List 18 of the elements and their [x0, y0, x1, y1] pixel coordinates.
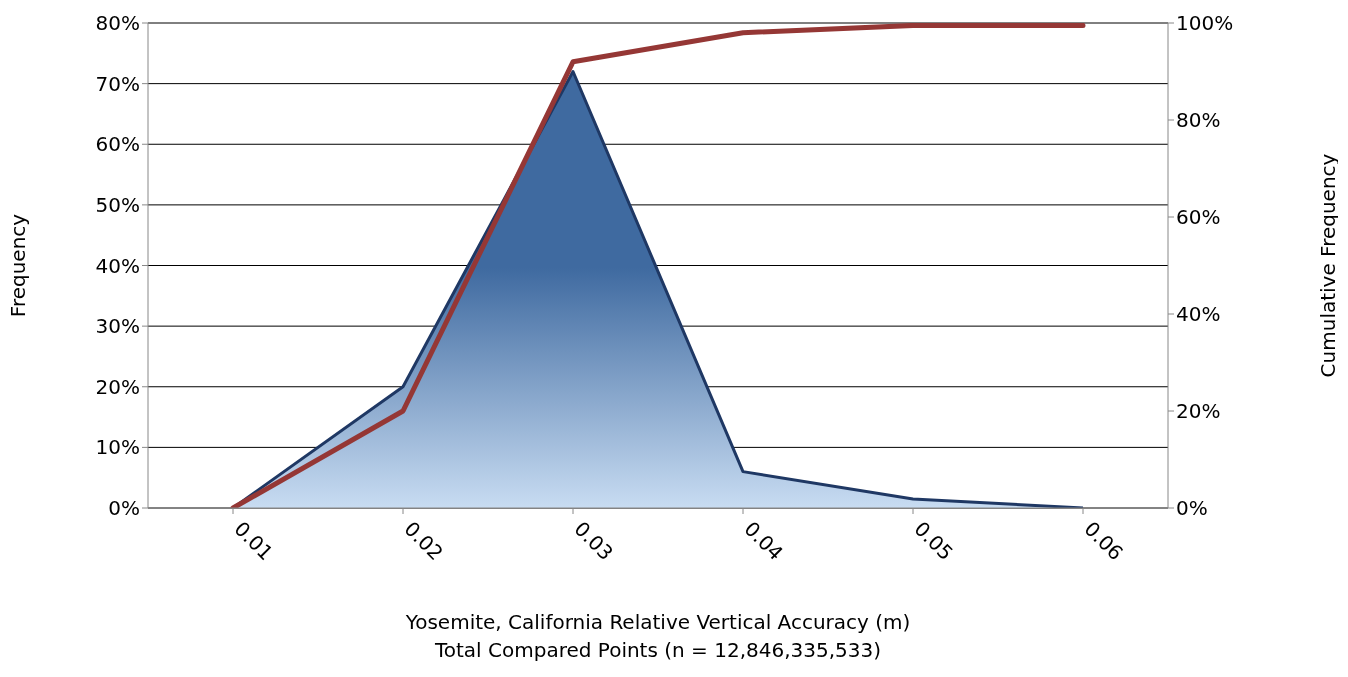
y-tick-label: 50%: [95, 192, 140, 217]
y2-tick-label: 0%: [1176, 496, 1208, 521]
y-tick-label: 30%: [95, 314, 140, 339]
text: Total Compared Points (n = 12,846,335,533): [433, 637, 883, 664]
y-tick-label: 80%: [95, 11, 140, 36]
y2-tick-label: 40%: [1176, 302, 1221, 327]
y2-tick-label: 100%: [1176, 11, 1234, 36]
y-axis-title: Frequency: [6, 213, 31, 318]
y-tick-label: 0%: [108, 496, 140, 521]
x-axis-title: Yosemite, California Relative Vertical Accuracy (m): [404, 609, 912, 636]
y-tick-label: 70%: [95, 71, 140, 96]
y2-tick-label: 80%: [1176, 108, 1221, 133]
y-tick-label: 10%: [95, 435, 140, 460]
y-tick-label: 20%: [95, 374, 140, 399]
y2-tick-label: 60%: [1176, 205, 1221, 230]
y-tick-label: 60%: [95, 132, 140, 157]
y-tick-label: 40%: [95, 253, 140, 278]
y2-tick-label: 20%: [1176, 399, 1221, 424]
